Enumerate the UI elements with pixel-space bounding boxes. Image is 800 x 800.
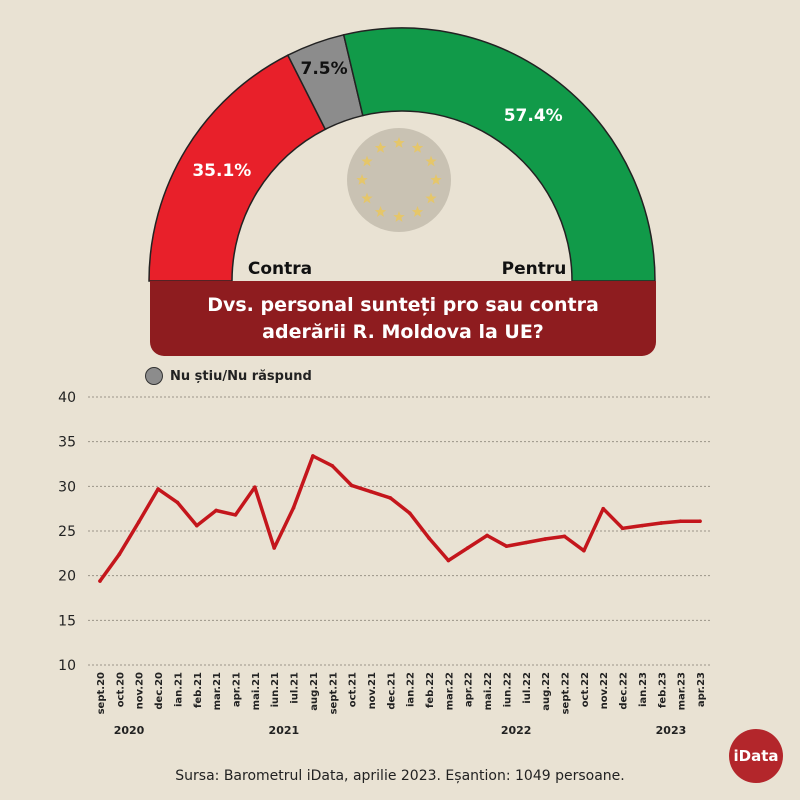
legend-swatch-unknown bbox=[145, 367, 163, 385]
legend: Nu știu/Nu răspund bbox=[145, 367, 312, 385]
slice-value-pentru: 57.4% bbox=[504, 106, 563, 126]
question-line-1: Dvs. personal sunteți pro sau contra bbox=[207, 293, 599, 316]
slice-value-unknown: 7.5% bbox=[301, 59, 348, 79]
label-pentru: Pentru bbox=[502, 259, 567, 279]
eu-stars-icon bbox=[347, 128, 451, 232]
legend-label: Nu știu/Nu răspund bbox=[170, 368, 312, 384]
slice-value-contra: 35.1% bbox=[192, 161, 251, 181]
label-contra: Contra bbox=[248, 259, 312, 279]
question-line-2: aderării R. Moldova la UE? bbox=[262, 320, 544, 343]
question-banner: Dvs. personal sunteți pro sau contra ade… bbox=[150, 281, 656, 356]
source-note: Sursa: Barometrul iData, aprilie 2023. E… bbox=[175, 768, 625, 784]
idata-logo: iData bbox=[729, 729, 783, 783]
slice-pentru bbox=[342, 27, 656, 282]
